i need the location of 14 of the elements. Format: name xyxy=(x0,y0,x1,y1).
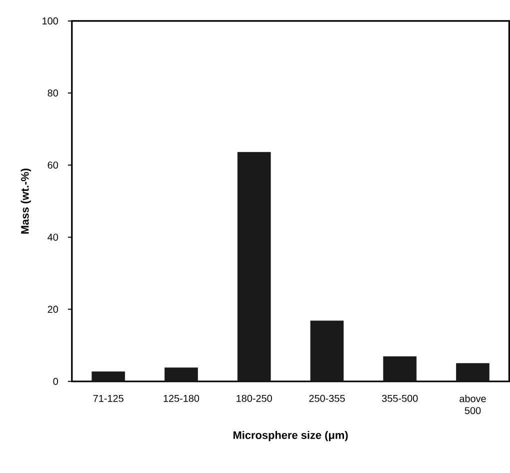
x-tick-label: 250-355 xyxy=(309,394,345,402)
y-tick-label: 100 xyxy=(42,17,58,24)
y-tick-label: 0 xyxy=(53,378,58,385)
y-tick-label: 80 xyxy=(48,89,58,96)
x-tick-label: 71-125 xyxy=(93,394,124,402)
y-axis-title: Mass (wt.-%) xyxy=(20,168,31,234)
y-tick-label: 60 xyxy=(48,161,58,169)
x-tick-label: 355-500 xyxy=(382,394,418,402)
x-tick-label: 180-250 xyxy=(236,394,272,402)
y-tick-label: 20 xyxy=(48,306,58,313)
x-axis-title: Microsphere size (μm) xyxy=(234,430,348,442)
x-tick-label: 125-180 xyxy=(164,394,200,402)
y-tick-label: 40 xyxy=(48,234,58,241)
x-tick-label: above 500 xyxy=(460,394,486,414)
